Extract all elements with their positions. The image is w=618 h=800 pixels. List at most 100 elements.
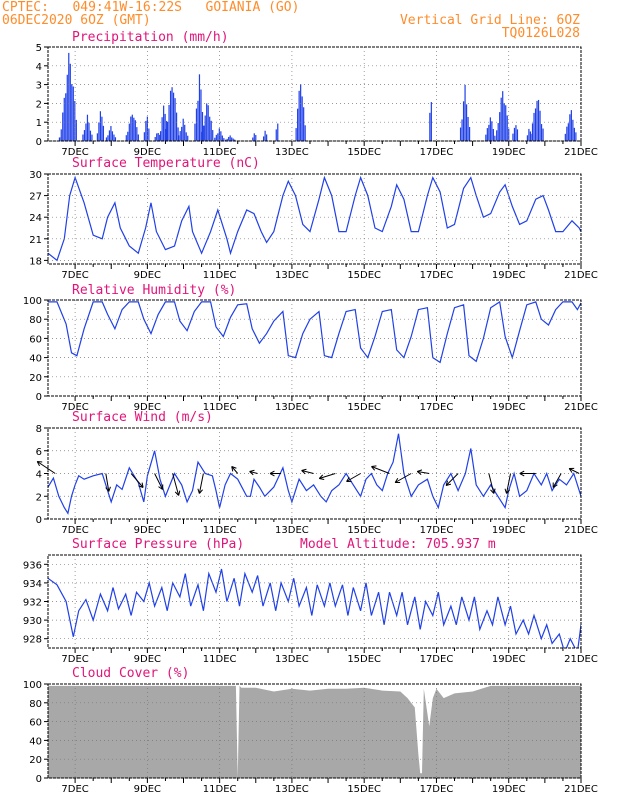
- precip-bar: [573, 127, 575, 141]
- x-tick-label: 21DEC: [564, 784, 598, 795]
- y-tick-label: 24: [29, 213, 42, 224]
- precip-bar: [496, 130, 498, 141]
- precip-bar: [506, 115, 508, 141]
- wind-arrow-head: [141, 482, 144, 488]
- precip-bar: [143, 132, 145, 141]
- x-tick-label: 11DEC: [203, 525, 237, 536]
- x-tick-label: 9DEC: [134, 784, 161, 795]
- panel-title: Surface Temperature (nC): [72, 156, 260, 171]
- precip-bar: [266, 134, 268, 141]
- cloud-cover-area: [48, 685, 581, 778]
- precip-bar: [277, 123, 279, 141]
- wind-arrow-head: [301, 470, 306, 475]
- precip-bar: [218, 128, 220, 141]
- precip-bar: [86, 114, 89, 141]
- precip-bar: [195, 108, 198, 141]
- header-station-line: CPTEC: 049:41W-16:22S GOIANIA (GO): [2, 0, 300, 15]
- precip-bar: [69, 63, 71, 141]
- precip-bar: [101, 116, 103, 141]
- y-tick-label: 0: [36, 392, 42, 403]
- precip-bar: [228, 136, 230, 141]
- precip-bar: [157, 133, 159, 141]
- precip-bar: [85, 123, 87, 141]
- precip-bar: [82, 134, 84, 141]
- precip-bar: [488, 124, 490, 141]
- wind-arrow-head: [552, 484, 558, 488]
- panel-0: 0 1 2 3 4 5 7DEC 9DEC 11DEC 13DEC 15DEC 17DEC 19DEC 2…: [36, 30, 598, 158]
- precip-bar: [65, 93, 67, 141]
- x-tick-label: 9DEC: [134, 270, 161, 281]
- precip-bar: [468, 127, 471, 141]
- precip-bar: [429, 112, 431, 141]
- precip-bar: [160, 131, 162, 141]
- y-tick-label: 934: [23, 579, 42, 590]
- precip-bar: [166, 121, 169, 141]
- precip-bar: [526, 135, 529, 141]
- x-tick-label: 11DEC: [203, 654, 237, 665]
- precip-bar: [492, 129, 494, 141]
- precip-bar: [512, 133, 514, 141]
- precip-bar: [497, 123, 499, 141]
- header-grid-note: Vertical Grid Line: 6OZ: [399, 13, 580, 28]
- series-line: [48, 175, 581, 262]
- wind-arrow-shaft: [417, 471, 430, 474]
- precip-bar: [60, 129, 62, 141]
- wind-arrow-head: [249, 469, 255, 472]
- wind-arrow-head: [197, 488, 200, 494]
- panel-title: Surface Pressure (hPa): [72, 537, 244, 552]
- wind-arrow-head: [301, 468, 307, 471]
- wind-arrow-shaft: [172, 473, 180, 496]
- x-tick-label: 19DEC: [492, 270, 526, 281]
- x-tick-label: 7DEC: [61, 525, 88, 536]
- x-tick-label: 7DEC: [61, 270, 88, 281]
- wind-arrow-head: [568, 468, 573, 473]
- precip-bar: [201, 131, 203, 141]
- precip-bar: [136, 127, 138, 141]
- wind-arrow-head: [519, 470, 525, 474]
- precip-bar: [569, 114, 571, 141]
- wind-arrow-shaft: [36, 461, 56, 474]
- precip-bar: [499, 112, 501, 141]
- precip-bar: [508, 128, 510, 141]
- y-tick-label: 60: [29, 334, 42, 345]
- precip-bar: [179, 131, 181, 141]
- panel-5: 0 20 40 60 80 100 7DEC 9DEC 11DEC 13DEC 15DEC 17DEC…: [23, 666, 598, 795]
- wind-arrow-shaft: [130, 473, 144, 488]
- precip-bar: [68, 52, 70, 141]
- y-tick-label: 0: [36, 515, 42, 526]
- y-tick-label: 1: [36, 118, 42, 129]
- wind-arrow-shaft: [568, 468, 580, 474]
- x-tick-label: 21DEC: [564, 525, 598, 536]
- wind-arrow-shaft: [154, 473, 164, 490]
- precip-bar: [534, 108, 537, 141]
- wind-arrow-head: [178, 490, 181, 496]
- precip-bar: [275, 129, 277, 141]
- precip-bar: [133, 117, 135, 141]
- precip-bar: [62, 112, 64, 141]
- panel-2: 0 20 40 60 80 100 7DEC 9DEC 11DEC 13DEC 15DEC 17DEC…: [23, 283, 598, 413]
- y-tick-label: 932: [23, 598, 42, 609]
- y-tick-label: 80: [29, 699, 42, 710]
- precip-bar: [146, 116, 148, 141]
- precip-bar: [128, 123, 130, 141]
- wind-arrow-head: [416, 471, 422, 475]
- x-tick-label: 19DEC: [492, 784, 526, 795]
- wind-arrow-head: [346, 476, 350, 482]
- precip-bar: [297, 108, 299, 141]
- x-tick-label: 19DEC: [492, 147, 526, 158]
- wind-arrow-head: [138, 485, 144, 488]
- precip-bar: [99, 111, 101, 141]
- precip-bar: [164, 113, 166, 141]
- x-tick-label: 13DEC: [275, 147, 309, 158]
- precip-bar: [540, 124, 543, 141]
- x-tick-label: 15DEC: [347, 525, 381, 536]
- wind-arrow-head: [519, 473, 525, 477]
- precip-bar: [220, 131, 222, 141]
- wind-arrow-head: [506, 489, 511, 494]
- precip-bar: [89, 130, 92, 141]
- precip-bar: [575, 132, 577, 141]
- precip-bar: [110, 126, 112, 141]
- x-tick-label: 13DEC: [275, 784, 309, 795]
- x-tick-label: 11DEC: [203, 784, 237, 795]
- y-tick-label: 100: [23, 680, 42, 691]
